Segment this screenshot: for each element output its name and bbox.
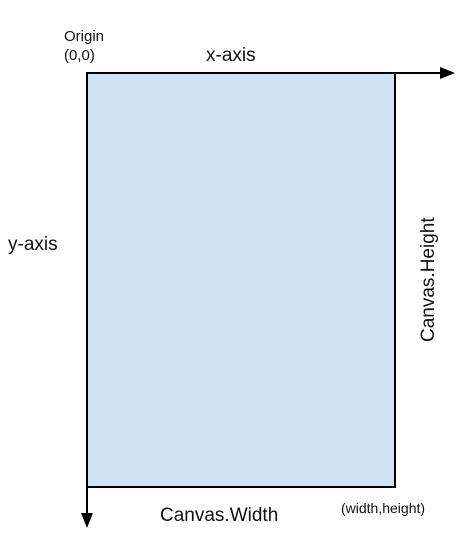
origin-label: Origin	[64, 28, 105, 45]
x-axis-arrowhead	[440, 67, 455, 79]
y-axis-arrowhead	[81, 513, 93, 528]
canvas-rectangle	[86, 72, 396, 488]
y-axis-label: y-axis	[8, 234, 58, 255]
corner-coordinate-label: (width,height)	[341, 500, 426, 516]
origin-coordinate-label: (0,0)	[64, 47, 95, 64]
canvas-height-label: Canvas.Height	[418, 217, 439, 342]
x-axis-label: x-axis	[206, 45, 256, 66]
canvas-width-label: Canvas.Width	[160, 505, 279, 526]
